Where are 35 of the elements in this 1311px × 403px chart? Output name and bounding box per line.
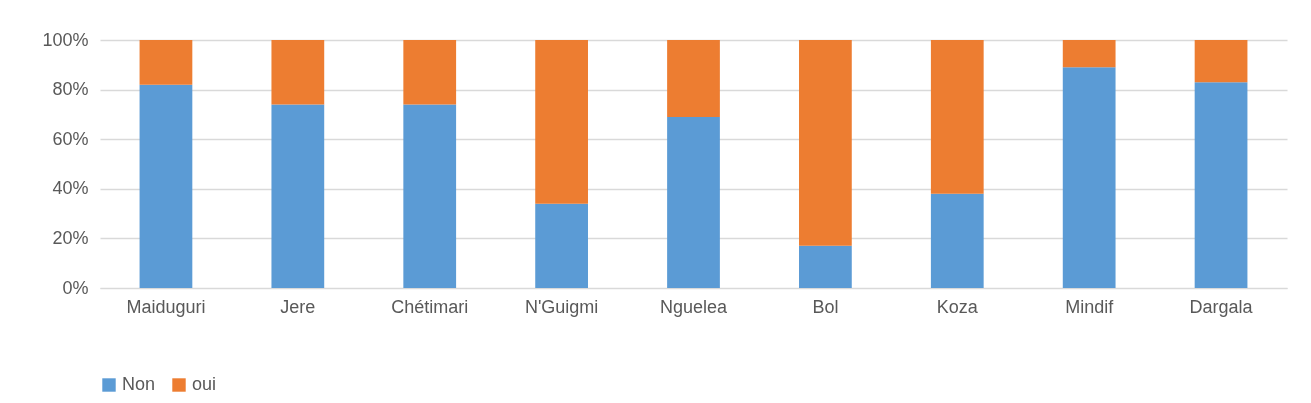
bar bbox=[1062, 40, 1116, 68]
x-tick-label: Jere bbox=[280, 296, 316, 317]
x-tick-label: Bol bbox=[812, 296, 839, 317]
y-tick-label: 0% bbox=[62, 277, 89, 298]
y-tick-label: 80% bbox=[52, 79, 89, 100]
bar bbox=[403, 104, 457, 288]
bar bbox=[799, 245, 852, 288]
legend-label: oui bbox=[192, 374, 217, 394]
bar bbox=[403, 40, 457, 105]
y-tick-label: 100% bbox=[42, 29, 89, 50]
y-tick-label: 40% bbox=[52, 178, 89, 199]
bar bbox=[1194, 40, 1248, 83]
y-tick-label: 60% bbox=[52, 128, 89, 149]
bar bbox=[139, 40, 193, 85]
x-tick-label: Koza bbox=[936, 296, 979, 317]
bar bbox=[667, 116, 720, 288]
bar bbox=[1062, 67, 1116, 288]
x-tick-label: Nguelea bbox=[659, 296, 729, 317]
bar bbox=[271, 40, 325, 105]
bar bbox=[930, 40, 984, 194]
x-tick-label: Mindif bbox=[1065, 296, 1115, 317]
x-tick-label: Chétimari bbox=[391, 296, 469, 317]
y-tick-label: 20% bbox=[52, 227, 89, 248]
legend-label: Non bbox=[122, 374, 156, 394]
x-tick-label: Dargala bbox=[1189, 296, 1254, 317]
x-tick-label: N'Guigmi bbox=[524, 296, 599, 317]
bar bbox=[271, 104, 325, 288]
bar bbox=[1194, 82, 1248, 288]
bar bbox=[139, 84, 193, 288]
bar bbox=[667, 40, 720, 117]
bar bbox=[799, 40, 852, 246]
bar bbox=[535, 203, 588, 288]
bar bbox=[930, 193, 984, 288]
x-tick-label: Maiduguri bbox=[126, 296, 206, 317]
bar bbox=[535, 40, 588, 204]
